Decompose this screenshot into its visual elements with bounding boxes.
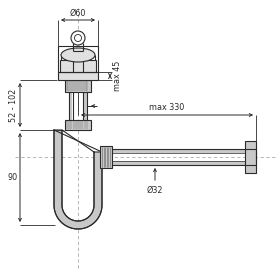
Circle shape (71, 31, 85, 45)
Polygon shape (112, 161, 245, 165)
Ellipse shape (61, 48, 95, 62)
Polygon shape (65, 120, 91, 130)
Polygon shape (73, 60, 83, 72)
Text: 90: 90 (8, 173, 18, 182)
Polygon shape (100, 146, 112, 168)
Polygon shape (60, 60, 96, 72)
Circle shape (74, 34, 81, 41)
Text: max 45: max 45 (113, 61, 122, 91)
Polygon shape (245, 141, 256, 173)
Polygon shape (65, 80, 91, 92)
Polygon shape (69, 92, 72, 120)
Polygon shape (112, 149, 245, 153)
Polygon shape (84, 92, 87, 120)
Text: Ø32: Ø32 (147, 186, 163, 195)
Text: 52 - 102: 52 - 102 (9, 88, 18, 122)
Bar (58, 46, 98, 72)
Text: max 330: max 330 (149, 103, 185, 112)
Polygon shape (54, 130, 102, 229)
Polygon shape (58, 72, 98, 80)
Text: Ø60: Ø60 (70, 9, 86, 18)
